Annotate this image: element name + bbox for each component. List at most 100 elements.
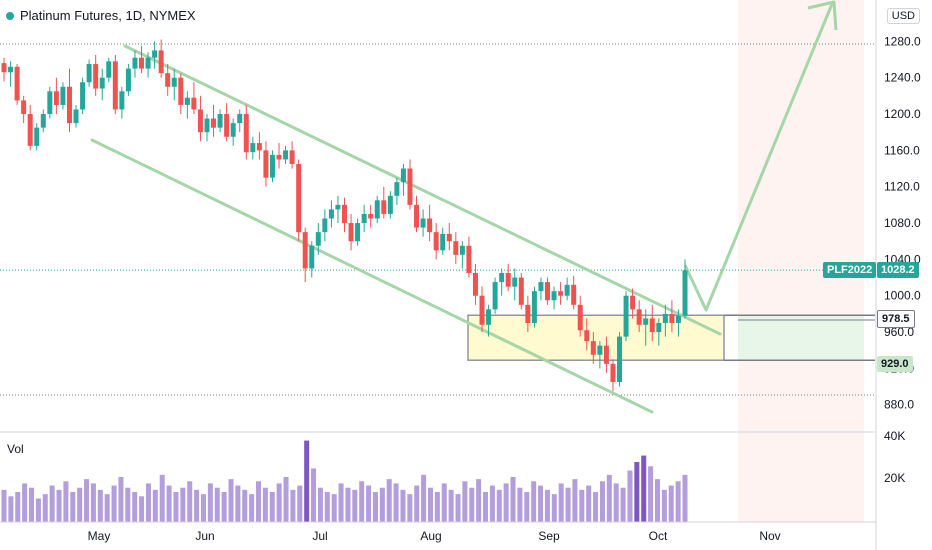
- volume-bar: [675, 481, 681, 522]
- volume-bar: [483, 492, 489, 522]
- candle-body: [571, 284, 577, 305]
- candle-body: [381, 200, 387, 214]
- candle-body: [256, 143, 262, 151]
- candle-body: [263, 150, 269, 178]
- box-top-tag: 978.5: [877, 310, 915, 328]
- candle-body: [296, 163, 302, 233]
- volume-tick-label: 20K: [884, 471, 905, 485]
- candle-body: [191, 97, 197, 110]
- candle-body: [315, 232, 321, 246]
- volume-bar: [544, 489, 550, 522]
- volume-bar: [668, 485, 674, 522]
- volume-bar: [22, 483, 28, 522]
- volume-bar: [283, 477, 289, 522]
- candle-body: [617, 336, 623, 383]
- candle-body: [551, 291, 557, 301]
- projection-arrow: [683, 3, 834, 312]
- candle-body: [230, 123, 236, 137]
- volume-bar: [159, 474, 165, 522]
- candle-body: [433, 232, 439, 251]
- volume-bar: [235, 485, 241, 522]
- volume-bar: [496, 489, 502, 522]
- candle-body: [60, 86, 66, 105]
- volume-bar: [517, 487, 523, 522]
- candle-body: [630, 295, 636, 310]
- candle-body: [269, 154, 275, 178]
- volume-bar: [317, 487, 323, 522]
- volume-bar: [489, 485, 495, 522]
- price-tick-label: 960.0: [884, 325, 914, 339]
- candle-body: [459, 245, 465, 255]
- volume-bar: [77, 487, 83, 522]
- time-tick-label: Sep: [538, 529, 560, 543]
- candle-body: [237, 114, 243, 124]
- candle-body: [453, 241, 459, 255]
- candle-body: [682, 270, 688, 316]
- time-tick-label: Aug: [420, 529, 441, 543]
- volume-bar: [407, 494, 413, 522]
- price-tick-label: 880.0: [884, 398, 914, 412]
- candle-body: [518, 277, 524, 305]
- volume-bar: [455, 494, 461, 522]
- time-tick-label: May: [88, 529, 111, 543]
- candle-body: [531, 291, 537, 323]
- volume-bar: [524, 492, 530, 522]
- volume-bar: [42, 494, 48, 522]
- consolidation-box: [467, 314, 725, 361]
- candle-body: [525, 304, 531, 323]
- candle-body: [472, 273, 478, 296]
- volume-bar: [276, 483, 282, 522]
- volume-bar: [338, 483, 344, 522]
- candle-body: [53, 91, 59, 105]
- volume-bar: [118, 477, 124, 522]
- candle-body: [40, 114, 46, 128]
- volume-bar: [311, 468, 317, 522]
- volume-bar: [572, 479, 578, 522]
- candle-body: [66, 86, 72, 124]
- candle-body: [73, 109, 79, 124]
- volume-bar: [345, 487, 351, 522]
- price-tick-label: 1000.0: [884, 289, 921, 303]
- volume-bar: [132, 492, 138, 522]
- volume-bar: [682, 474, 688, 522]
- symbol-title: Platinum Futures, 1D, NYMEX: [20, 8, 196, 23]
- volume-bar: [441, 483, 447, 522]
- candle-body: [217, 114, 223, 128]
- volume-bar: [400, 489, 406, 522]
- volume-bar: [139, 496, 145, 522]
- volume-bar: [125, 487, 131, 522]
- price-tick-label: 1160.0: [884, 143, 920, 157]
- candle-body: [636, 309, 642, 325]
- candle-body: [47, 91, 53, 115]
- candle-body: [400, 168, 406, 183]
- currency-badge[interactable]: USD: [886, 8, 920, 24]
- volume-bar: [200, 494, 206, 522]
- volume-bar: [427, 487, 433, 522]
- candle-body: [564, 284, 570, 296]
- candle-body: [243, 114, 249, 153]
- candle-body: [675, 315, 681, 323]
- candle-body: [499, 273, 505, 283]
- candle-body: [322, 218, 328, 233]
- volume-bar: [152, 489, 158, 522]
- candle-body: [492, 282, 498, 310]
- candle-body: [440, 233, 446, 251]
- volume-bar: [297, 485, 303, 522]
- projection-box: [738, 315, 864, 361]
- volume-bar: [269, 492, 275, 522]
- candle-body: [184, 97, 190, 105]
- candle-body: [420, 218, 426, 228]
- candle-body: [335, 204, 341, 210]
- candle-body: [289, 150, 295, 164]
- volume-bar: [503, 483, 509, 522]
- candle-body: [361, 213, 367, 224]
- candle-body: [224, 114, 230, 137]
- volume-bar: [372, 492, 378, 522]
- volume-label: Vol: [7, 442, 24, 456]
- candle-body: [584, 330, 590, 342]
- volume-bar: [214, 487, 220, 522]
- volume-bar: [599, 481, 605, 522]
- volume-bar: [97, 489, 103, 522]
- candle-body: [374, 200, 380, 219]
